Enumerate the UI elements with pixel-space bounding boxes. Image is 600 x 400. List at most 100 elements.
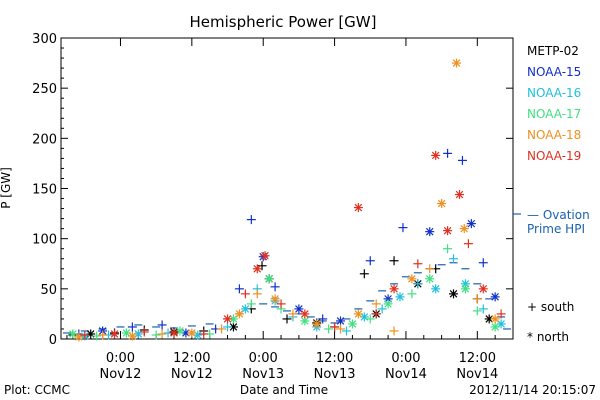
south-marker	[365, 314, 375, 324]
south-marker	[389, 326, 399, 336]
south-marker	[127, 322, 137, 332]
south-marker	[288, 309, 298, 319]
x-tick-label-date: Nov14	[456, 367, 498, 382]
north-marker	[175, 326, 185, 336]
y-tick-label: 250	[32, 82, 57, 97]
series-noaa-16	[80, 254, 506, 341]
north-marker	[359, 312, 369, 322]
south-marker	[246, 215, 256, 225]
y-axis-label: P [GW]	[0, 167, 13, 209]
footer-left: Plot: CCMC	[4, 383, 70, 397]
north-marker	[459, 224, 469, 234]
south-marker	[425, 264, 435, 274]
north-marker	[460, 284, 470, 294]
legend-entry: NOAA-18	[527, 128, 581, 142]
south-marker	[157, 320, 167, 330]
y-tick-label: 0	[49, 333, 57, 348]
north-marker	[347, 319, 357, 329]
south-marker	[478, 258, 488, 268]
x-tick-label-date: Nov13	[242, 367, 284, 382]
y-tick-label: 200	[32, 132, 57, 147]
x-tick-label-time: 0:00	[249, 351, 278, 366]
south-marker	[407, 289, 417, 299]
south-marker	[365, 256, 375, 266]
south-marker	[472, 294, 482, 304]
x-tick-label-time: 0:00	[106, 351, 135, 366]
series-noaa-15	[74, 148, 500, 339]
south-marker	[240, 289, 250, 299]
x-tick-label-date: Nov13	[314, 367, 356, 382]
north-marker	[490, 322, 500, 332]
legend-ovation-line2: Prime HPI	[527, 222, 585, 236]
south-marker	[223, 322, 233, 332]
legend-entry: NOAA-16	[527, 86, 581, 100]
north-marker	[449, 289, 459, 299]
north-marker	[407, 274, 417, 284]
south-marker	[449, 254, 459, 264]
south-marker	[318, 314, 328, 324]
north-marker	[437, 199, 447, 209]
y-tick-label: 150	[32, 183, 57, 198]
north-marker	[234, 309, 244, 319]
north-marker	[312, 319, 322, 329]
south-marker	[398, 223, 408, 233]
south-marker	[234, 284, 244, 294]
legend: METP-02 NOAA-15 NOAA-16 NOAA-17 NOAA-18 NOAA-…	[513, 44, 590, 344]
legend-north: * north	[527, 330, 569, 344]
south-marker	[80, 330, 90, 340]
south-marker	[341, 326, 351, 336]
north-marker	[425, 274, 435, 284]
north-marker	[353, 203, 363, 213]
south-marker	[324, 324, 334, 334]
south-marker	[157, 329, 167, 339]
south-marker	[252, 289, 262, 299]
series-noaa-19	[80, 150, 506, 340]
north-marker	[431, 284, 441, 294]
north-marker	[127, 331, 137, 341]
north-marker	[223, 314, 233, 324]
south-marker	[443, 148, 453, 158]
x-axis: 0:00Nov1212:00Nov120:00Nov1312:00Nov130:…	[66, 38, 498, 382]
legend-entry: METP-02	[527, 44, 579, 58]
footer-right: 2012/11/14 20:15:07	[469, 383, 596, 397]
series-noaa-18	[74, 58, 500, 342]
x-tick-label-time: 12:00	[459, 351, 496, 366]
south-marker	[139, 327, 149, 337]
north-marker	[169, 328, 179, 338]
north-marker	[383, 299, 393, 309]
legend-entry: NOAA-15	[527, 65, 581, 79]
chart-title: Hemispheric Power [GW]	[190, 13, 377, 31]
south-marker	[276, 299, 286, 309]
north-marker	[466, 219, 476, 229]
south-marker	[389, 256, 399, 266]
south-marker	[463, 239, 473, 249]
legend-entry: NOAA-19	[527, 149, 581, 163]
north-marker	[490, 314, 500, 324]
south-marker	[443, 244, 453, 254]
south-marker	[92, 331, 102, 341]
y-tick-label: 300	[32, 32, 57, 47]
y-tick-label: 100	[32, 233, 57, 248]
y-tick-label: 50	[40, 283, 57, 298]
south-marker	[257, 261, 267, 271]
south-marker	[199, 329, 209, 339]
north-marker	[389, 284, 399, 294]
south-marker	[151, 330, 161, 340]
south-marker	[472, 306, 482, 316]
south-marker	[98, 330, 108, 340]
data-points	[68, 58, 506, 342]
legend-entry: NOAA-17	[527, 107, 581, 121]
south-marker	[217, 324, 227, 334]
south-marker	[413, 279, 423, 289]
plot-frame	[60, 37, 514, 340]
x-tick-label-time: 12:00	[316, 351, 353, 366]
series-noaa-17	[68, 244, 500, 341]
y-axis: 0 50 100 150 200 250 300	[32, 32, 513, 348]
legend-ovation-line1: — Ovation	[527, 208, 590, 222]
x-tick-label-time: 12:00	[173, 351, 210, 366]
legend-south: + south	[527, 300, 574, 314]
north-marker	[478, 284, 488, 294]
south-marker	[377, 304, 387, 314]
x-tick-label-time: 0:00	[391, 351, 420, 366]
north-marker	[187, 328, 197, 338]
